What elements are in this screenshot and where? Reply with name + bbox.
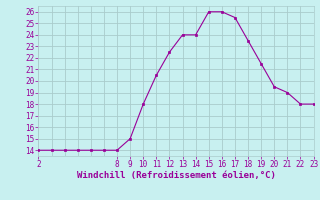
X-axis label: Windchill (Refroidissement éolien,°C): Windchill (Refroidissement éolien,°C) [76, 171, 276, 180]
